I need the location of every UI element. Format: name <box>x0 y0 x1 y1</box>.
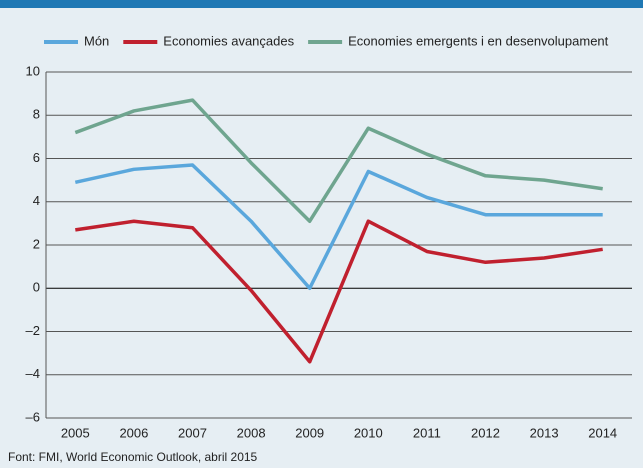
x-tick-label: 2012 <box>471 425 500 440</box>
series-line <box>74 98 603 223</box>
series-line <box>75 219 603 364</box>
x-tick-label: 2009 <box>295 425 324 440</box>
y-tick-label: 2 <box>33 236 40 251</box>
y-tick-label: –4 <box>26 366 40 381</box>
series-line <box>74 163 603 290</box>
y-tick-label: 0 <box>33 280 40 295</box>
x-tick-label: 2014 <box>588 425 617 440</box>
x-tick-label: 2006 <box>119 425 148 440</box>
y-tick-label: 8 <box>33 107 40 122</box>
x-tick-label: 2013 <box>530 425 559 440</box>
x-tick-label: 2011 <box>413 425 441 440</box>
legend-label: Món <box>84 33 109 48</box>
y-tick-label: –6 <box>26 409 40 424</box>
y-tick-label: 10 <box>26 63 40 78</box>
y-tick-label: –2 <box>26 323 40 338</box>
y-tick-label: 6 <box>33 150 40 165</box>
legend-label: Economies avançades <box>163 33 294 48</box>
x-tick-label: 2008 <box>237 425 266 440</box>
y-tick-label: 4 <box>33 193 40 208</box>
x-tick-label: 2007 <box>178 425 207 440</box>
x-tick-label: 2010 <box>354 425 383 440</box>
x-tick-label: 2005 <box>61 425 90 440</box>
top-band <box>0 0 643 8</box>
source: Font: FMI, World Economic Outlook, abril… <box>8 450 258 464</box>
legend-label: Economies emergents i en desenvolupament <box>348 33 609 48</box>
